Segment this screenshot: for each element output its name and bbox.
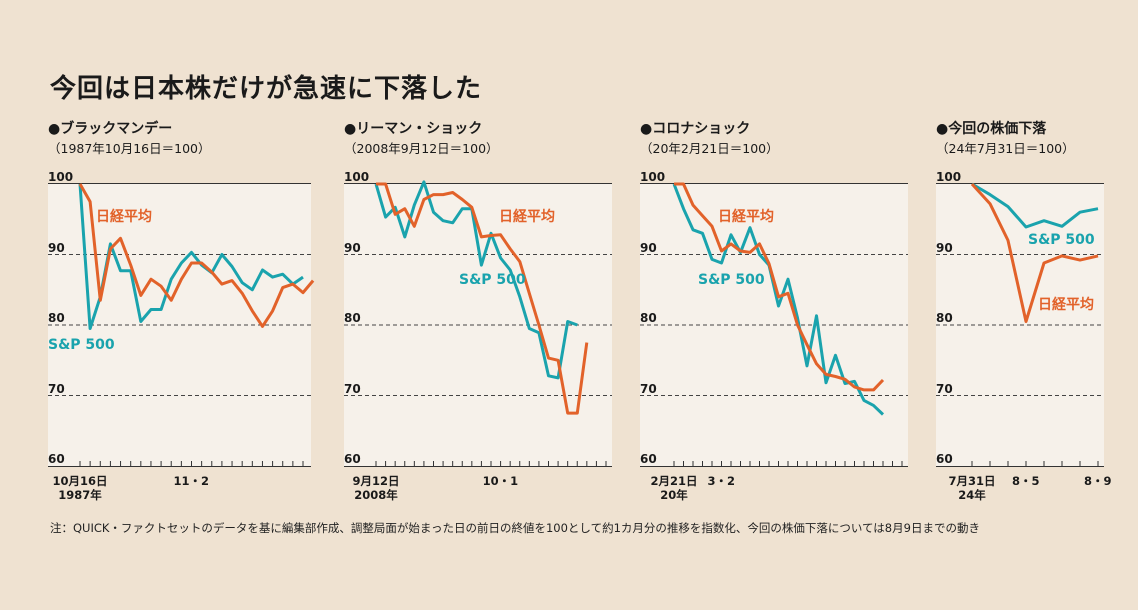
footnote: 注：QUICK・ファクトセットのデータを基に編集部作成、調整局面が始まった日の前… [50, 521, 980, 535]
panel-baseline: （1987年10月16日＝100） [48, 141, 211, 156]
chart-plot [344, 180, 612, 466]
chart-plot [48, 183, 315, 466]
chart-panel: 100 90 80 70 60 7月31日 24年 8・5 8・9 S&P 500 日経平均 [936, 171, 1112, 502]
legend-label-nikkei: 日経平均 [499, 209, 555, 225]
y-tick-label: 90 [936, 240, 953, 255]
series-line-nikkei [970, 182, 1099, 323]
y-tick-label: 80 [344, 311, 361, 325]
legend-label-sp500: S&P 500 [48, 337, 115, 353]
panel-title: ●今回の株価下落 [936, 121, 1047, 137]
series-line-sp500 [971, 182, 1099, 229]
x-tick-label: 11・2 [173, 474, 210, 488]
panel-header: ●リーマン・ショック （2008年9月12日＝100） [344, 120, 499, 158]
chart-plot [936, 182, 1104, 466]
x-tick-label: 8・5 [1012, 474, 1040, 488]
y-tick-label: 100 [344, 170, 370, 184]
y-tick-label: 90 [48, 240, 65, 255]
panel-baseline: （2008年9月12日＝100） [344, 141, 499, 156]
legend-label-nikkei: 日経平均 [718, 209, 774, 225]
legend-label-nikkei: 日経平均 [1038, 297, 1094, 313]
legend-label-sp500: S&P 500 [459, 272, 526, 288]
x-tick-label: 2月21日 20年 [650, 474, 698, 502]
x-tick-label: 10月16日 1987年 [52, 474, 108, 502]
chart-panel: 100 90 80 70 60 9月12日 2008年 10・1 S&P 500 日経平均 [344, 171, 612, 502]
y-tick-label: 100 [640, 170, 666, 184]
series-line-nikkei [674, 182, 885, 392]
y-tick-label: 80 [640, 311, 657, 325]
y-tick-label: 100 [936, 170, 962, 184]
series-line-sp500 [78, 183, 304, 330]
y-tick-label: 70 [936, 381, 953, 396]
y-tick-label: 80 [936, 311, 953, 325]
chart-plot [640, 182, 908, 466]
series-line-nikkei [78, 183, 315, 328]
panel-baseline: （20年2月21日＝100） [640, 141, 779, 156]
chart-panel: 100 90 80 70 60 2月21日 20年 3・2 S&P 500 日経平均 [640, 171, 908, 502]
legend-label-sp500: S&P 500 [698, 272, 765, 288]
y-tick-label: 80 [48, 311, 65, 325]
y-tick-label: 70 [48, 381, 65, 396]
legend-label-sp500: S&P 500 [1028, 232, 1095, 248]
y-tick-label: 100 [48, 170, 74, 184]
y-tick-label: 90 [640, 240, 657, 255]
x-tick-label: 9月12日 2008年 [352, 474, 400, 502]
panel-baseline: （24年7月31日＝100） [936, 141, 1075, 156]
chart-main-title: 今回は日本株だけが急速に下落した [50, 74, 483, 104]
y-tick-label: 60 [640, 452, 657, 466]
panel-title: ●ブラックマンデー [48, 121, 173, 137]
series-line-sp500 [374, 180, 578, 380]
panel-title: ●リーマン・ショック [344, 121, 483, 137]
panel-header: ●コロナショック （20年2月21日＝100） [640, 120, 779, 158]
y-tick-label: 70 [640, 381, 657, 396]
x-tick-label: 3・2 [707, 474, 736, 488]
panel-header: ●今回の株価下落 （24年7月31日＝100） [936, 120, 1075, 158]
chart-panel: 100 90 80 70 60 10月16日 1987年 11・2 S&P 500 日経平均 [48, 171, 315, 502]
x-tick-label: 7月31日 24年 [948, 474, 996, 502]
x-tick-label: 10・1 [482, 474, 519, 488]
y-tick-label: 90 [344, 240, 361, 255]
y-tick-label: 60 [344, 452, 361, 466]
panel-title: ●コロナショック [640, 121, 751, 137]
y-tick-label: 60 [48, 452, 65, 466]
y-tick-label: 60 [936, 452, 953, 466]
panel-header: ●ブラックマンデー （1987年10月16日＝100） [48, 120, 210, 158]
series-line-nikkei [376, 182, 589, 415]
y-tick-label: 70 [344, 381, 361, 396]
x-tick-label: 8・9 [1084, 474, 1112, 488]
legend-label-nikkei: 日経平均 [96, 209, 152, 225]
